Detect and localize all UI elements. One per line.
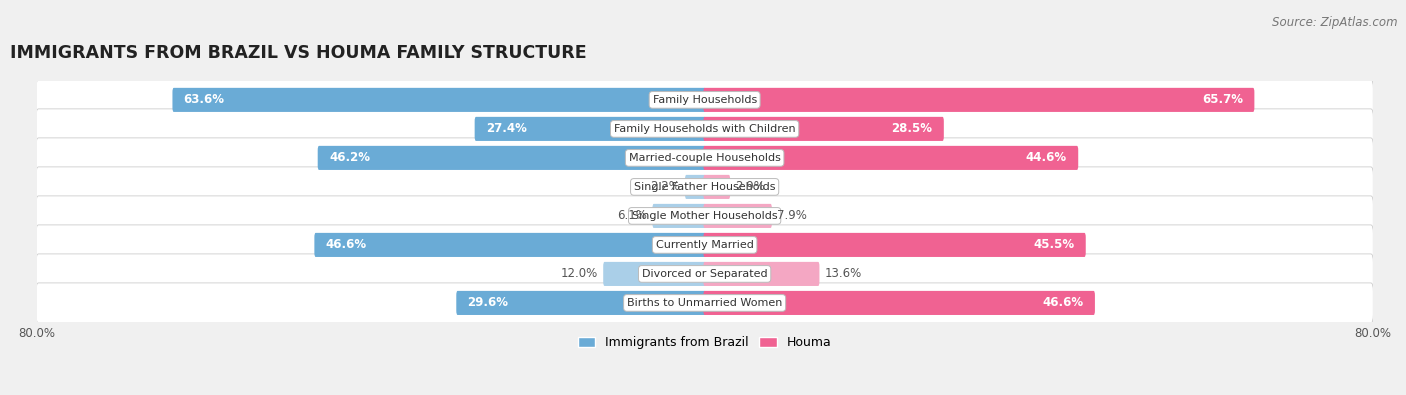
Text: Family Households: Family Households: [652, 95, 756, 105]
FancyBboxPatch shape: [703, 233, 1085, 257]
Text: 28.5%: 28.5%: [891, 122, 932, 135]
Text: 65.7%: 65.7%: [1202, 93, 1243, 106]
Text: Family Households with Children: Family Households with Children: [614, 124, 796, 134]
FancyBboxPatch shape: [685, 175, 706, 199]
FancyBboxPatch shape: [703, 175, 730, 199]
Text: 7.9%: 7.9%: [778, 209, 807, 222]
FancyBboxPatch shape: [37, 225, 1374, 265]
Text: 12.0%: 12.0%: [561, 267, 598, 280]
FancyBboxPatch shape: [703, 117, 943, 141]
Text: 44.6%: 44.6%: [1026, 151, 1067, 164]
FancyBboxPatch shape: [37, 254, 1374, 294]
Text: Births to Unmarried Women: Births to Unmarried Women: [627, 298, 782, 308]
Text: 2.2%: 2.2%: [650, 181, 679, 194]
Text: 63.6%: 63.6%: [184, 93, 225, 106]
FancyBboxPatch shape: [37, 109, 1374, 149]
Text: 29.6%: 29.6%: [468, 296, 509, 309]
Text: 45.5%: 45.5%: [1033, 239, 1074, 252]
FancyBboxPatch shape: [37, 80, 1374, 120]
FancyBboxPatch shape: [173, 88, 706, 112]
Text: 13.6%: 13.6%: [825, 267, 862, 280]
FancyBboxPatch shape: [703, 88, 1254, 112]
FancyBboxPatch shape: [37, 196, 1374, 236]
Text: Married-couple Households: Married-couple Households: [628, 153, 780, 163]
Text: Currently Married: Currently Married: [655, 240, 754, 250]
Legend: Immigrants from Brazil, Houma: Immigrants from Brazil, Houma: [574, 331, 837, 354]
Text: Source: ZipAtlas.com: Source: ZipAtlas.com: [1272, 16, 1398, 29]
FancyBboxPatch shape: [703, 291, 1095, 315]
Text: 6.1%: 6.1%: [617, 209, 647, 222]
Text: 46.6%: 46.6%: [326, 239, 367, 252]
FancyBboxPatch shape: [37, 138, 1374, 178]
FancyBboxPatch shape: [703, 146, 1078, 170]
Text: IMMIGRANTS FROM BRAZIL VS HOUMA FAMILY STRUCTURE: IMMIGRANTS FROM BRAZIL VS HOUMA FAMILY S…: [10, 44, 586, 62]
Text: Single Mother Households: Single Mother Households: [631, 211, 778, 221]
FancyBboxPatch shape: [475, 117, 706, 141]
Text: 46.6%: 46.6%: [1042, 296, 1084, 309]
Text: 46.2%: 46.2%: [329, 151, 370, 164]
FancyBboxPatch shape: [318, 146, 706, 170]
Text: 2.9%: 2.9%: [735, 181, 765, 194]
FancyBboxPatch shape: [37, 167, 1374, 207]
FancyBboxPatch shape: [603, 262, 706, 286]
FancyBboxPatch shape: [37, 283, 1374, 323]
Text: Single Father Households: Single Father Households: [634, 182, 775, 192]
FancyBboxPatch shape: [315, 233, 706, 257]
FancyBboxPatch shape: [457, 291, 706, 315]
Text: Divorced or Separated: Divorced or Separated: [641, 269, 768, 279]
FancyBboxPatch shape: [703, 262, 820, 286]
Text: 27.4%: 27.4%: [486, 122, 527, 135]
FancyBboxPatch shape: [703, 204, 772, 228]
FancyBboxPatch shape: [652, 204, 706, 228]
